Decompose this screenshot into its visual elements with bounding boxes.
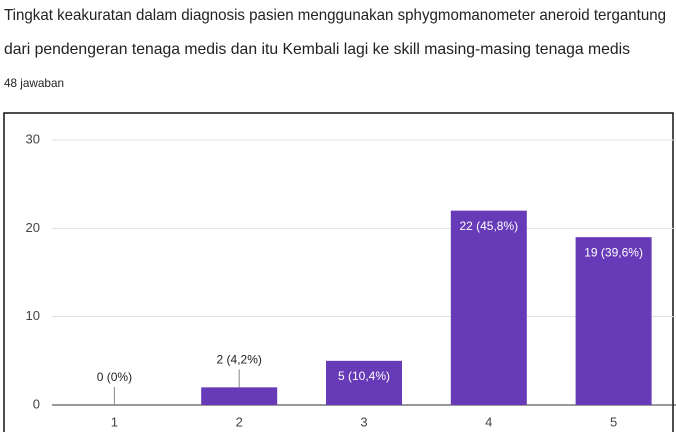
data-label: 19 (39,6%) (584, 245, 643, 259)
x-tick-label: 3 (360, 414, 367, 429)
y-tick-label: 20 (26, 220, 40, 235)
data-label: 5 (10,4%) (338, 369, 390, 383)
bar (450, 210, 527, 405)
y-tick-label: 0 (33, 396, 40, 411)
data-label: 2 (4,2%) (217, 353, 262, 367)
bar (201, 387, 278, 405)
chart-title: Tingkat keakuratan dalam diagnosis pasie… (4, 7, 666, 24)
x-tick-label: 2 (236, 414, 243, 429)
x-tick-label: 5 (610, 414, 617, 429)
chart-subtitle: 48 jawaban (4, 76, 64, 90)
y-tick-label: 10 (26, 308, 40, 323)
chart-title: dari pendengeran tenaga medis dan itu Ke… (4, 41, 630, 58)
data-label: 0 (0%) (97, 370, 132, 384)
x-tick-label: 4 (485, 414, 492, 429)
y-tick-label: 30 (26, 131, 40, 146)
bar (575, 237, 652, 405)
x-tick-label: 1 (111, 414, 118, 429)
data-label: 22 (45,8%) (459, 219, 518, 233)
bar (326, 360, 402, 405)
chart-frame (3, 112, 674, 432)
